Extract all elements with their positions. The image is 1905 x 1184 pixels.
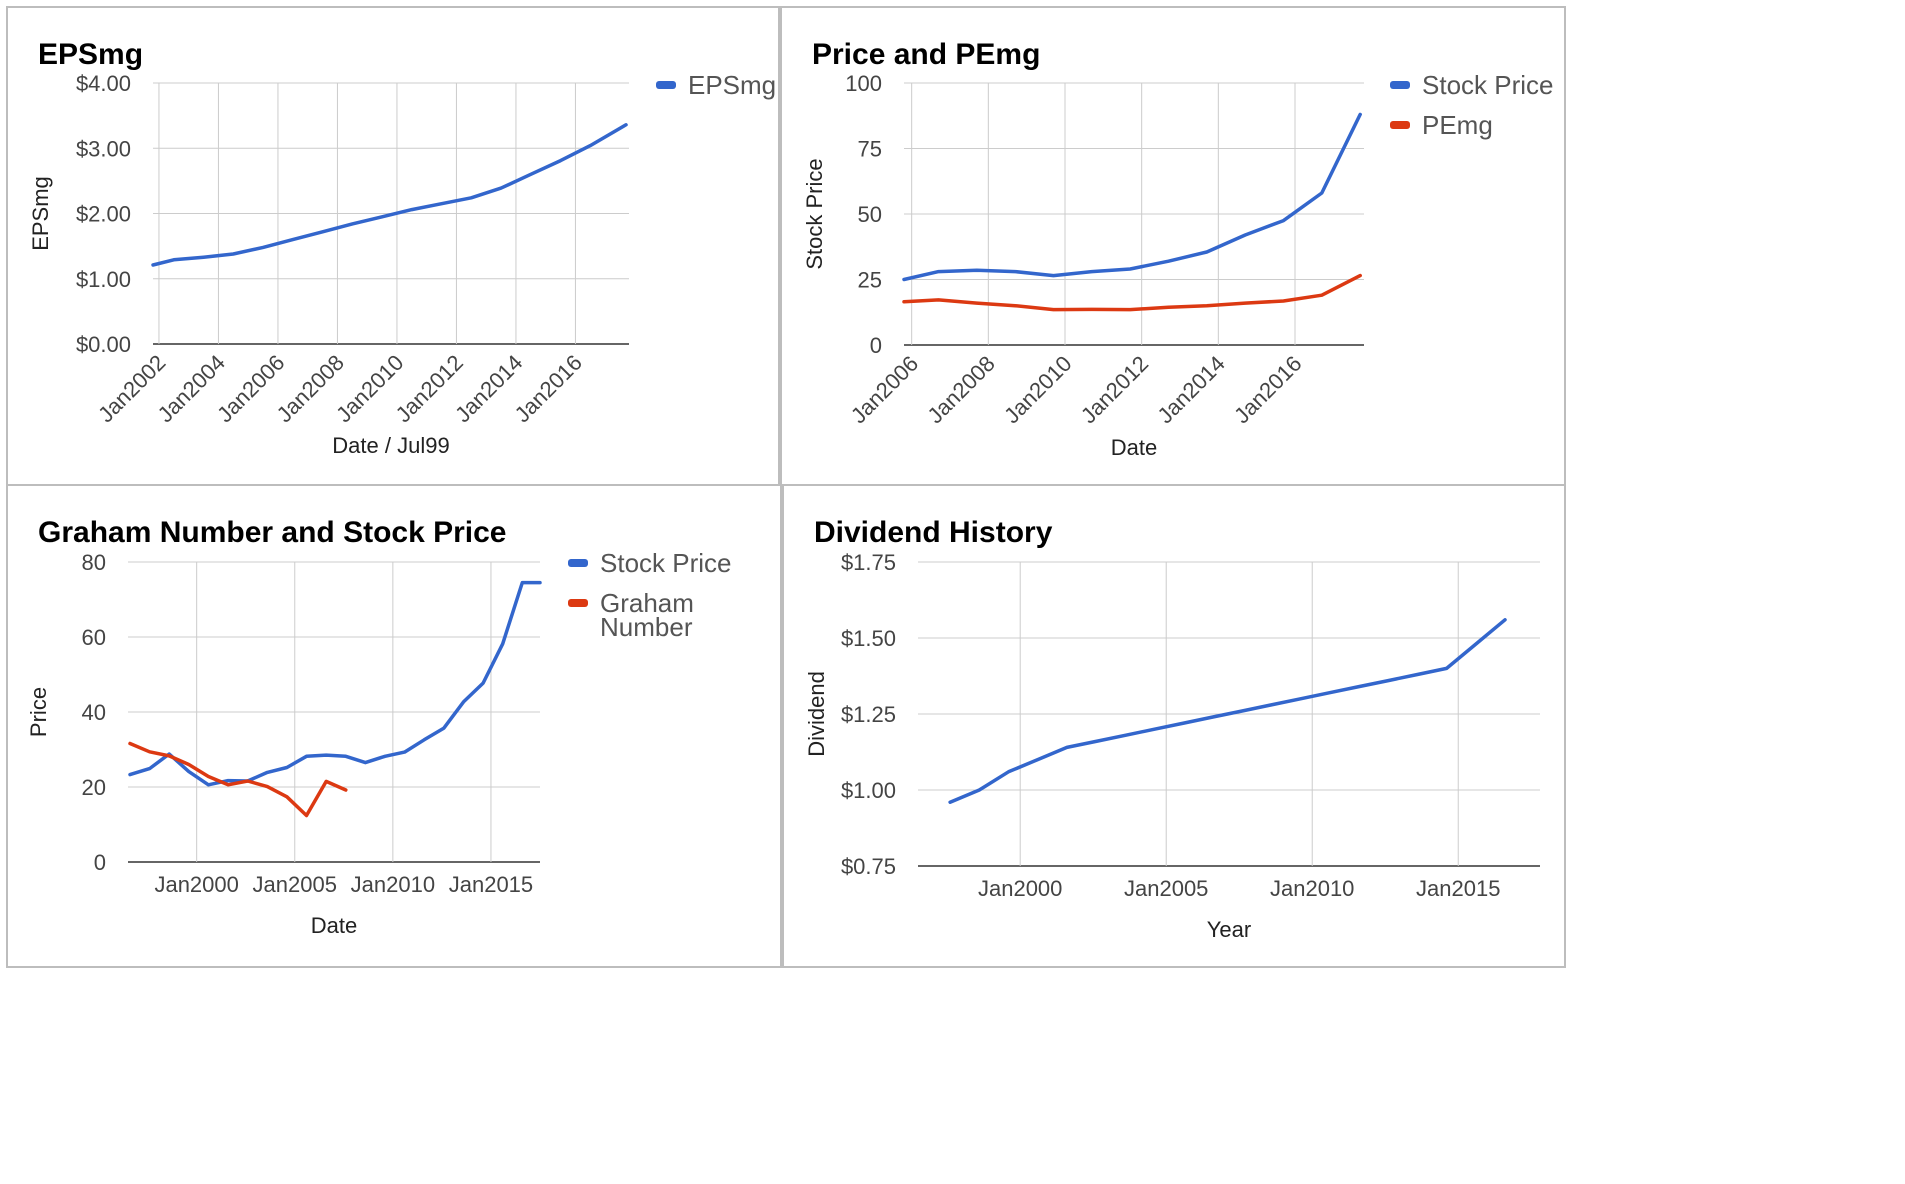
- x-axis-label: Date: [311, 913, 357, 938]
- y-tick-label: 75: [858, 137, 882, 162]
- y-tick-label: $1.00: [841, 778, 896, 803]
- y-tick-label: $0.75: [841, 854, 896, 879]
- x-tick-label: Jan2005: [1124, 876, 1208, 901]
- legend-label-line: Graham: [600, 588, 694, 618]
- x-tick-label: Jan2015: [449, 872, 533, 897]
- x-tick-label: Jan2015: [1416, 876, 1500, 901]
- x-tick-label: Jan2005: [253, 872, 337, 897]
- y-tick-label: 50: [858, 202, 882, 227]
- legend-label: Stock Price: [600, 548, 732, 578]
- series-line: [902, 273, 1362, 312]
- chart-title: Dividend History: [814, 516, 1053, 549]
- series-line: [128, 741, 348, 818]
- y-tick-label: 100: [845, 71, 882, 96]
- x-axis-label: Date: [1111, 435, 1157, 460]
- legend-swatch: [1390, 121, 1410, 129]
- series-line: [128, 580, 542, 787]
- chart-eps: $0.00$1.00$2.00$3.00$4.00Jan2002Jan2004J…: [28, 70, 776, 458]
- y-tick-label: $0.00: [76, 332, 131, 357]
- y-tick-label: 25: [858, 268, 882, 293]
- chart-title: Price and PEmg: [812, 38, 1041, 71]
- chart-title: EPSmg: [38, 38, 144, 71]
- y-axis-label: Stock Price: [802, 158, 827, 269]
- y-tick-label: 80: [82, 550, 106, 575]
- series-line: [948, 618, 1507, 804]
- x-tick-label: Jan2000: [154, 872, 238, 897]
- legend-label: Graham Number: [600, 588, 694, 642]
- chart-dividend: $0.75 $1.00 $1.25 $1.50 $1.75 Jan2000 Jan2005 J…: [804, 550, 1540, 942]
- legend-label: PEmg: [1422, 110, 1493, 140]
- y-tick-label: 0: [94, 850, 106, 875]
- y-axis-label: Price: [26, 687, 51, 737]
- y-tick-label: $3.00: [76, 136, 131, 161]
- chart-graham: 0 20 40 60 80 Jan2000 Jan2005 Jan2010 Jan2015 Dat…: [26, 548, 732, 938]
- legend-swatch: [656, 81, 676, 89]
- chart-panel-eps: EPSmg $0.00 $1.00 $2.00 $3.00 $4.00 Jan2002 Ja…: [6, 6, 780, 486]
- series-line: [151, 123, 628, 267]
- y-tick-label: 0: [870, 333, 882, 358]
- x-axis-label: Year: [1207, 917, 1251, 942]
- x-tick-label: Jan2010: [1270, 876, 1354, 901]
- legend-swatch: [568, 559, 588, 567]
- legend-label: EPSmg: [688, 70, 776, 100]
- y-tick-label: $1.50: [841, 626, 896, 651]
- y-tick-label: $4.00: [76, 71, 131, 96]
- series-line: [902, 112, 1362, 282]
- y-axis-label: Dividend: [804, 671, 829, 757]
- chart-panel-dividend: Dividend History $0.75 $1.00 $1.25 $1.50 $1.…: [782, 484, 1566, 968]
- x-axis-label: Date / Jul99: [332, 433, 449, 458]
- x-tick-label: Jan2006: [846, 351, 923, 428]
- y-tick-label: 40: [82, 700, 106, 725]
- x-tick-label: Jan2010: [351, 872, 435, 897]
- x-tick-label: Jan2012: [1076, 351, 1153, 428]
- chart-panel-graham: Graham Number and Stock Price 0 20 40 60 80 J…: [6, 484, 782, 968]
- y-tick-label: 60: [82, 625, 106, 650]
- y-tick-label: $1.00: [76, 267, 131, 292]
- chart-title: Graham Number and Stock Price: [38, 516, 507, 549]
- x-tick-label: Jan2008: [922, 351, 999, 428]
- chart-panel-price-pe: Price and PEmg 0 25 50 75 100 Jan2006 Jan2008 J…: [780, 6, 1566, 486]
- legend-swatch: [568, 599, 588, 607]
- legend-label: Stock Price: [1422, 70, 1554, 100]
- y-tick-label: $1.25: [841, 702, 896, 727]
- y-tick-label: 20: [82, 775, 106, 800]
- x-tick-label: Jan2016: [1229, 351, 1306, 428]
- y-axis-label: EPSmg: [28, 176, 53, 251]
- x-tick-label: Jan2014: [1152, 351, 1229, 428]
- x-tick-label: Jan2000: [978, 876, 1062, 901]
- legend-swatch: [1390, 81, 1410, 89]
- x-tick-label: Jan2010: [999, 351, 1076, 428]
- y-tick-label: $1.75: [841, 550, 896, 575]
- y-tick-label: $2.00: [76, 202, 131, 227]
- legend-label-line: Number: [600, 612, 693, 642]
